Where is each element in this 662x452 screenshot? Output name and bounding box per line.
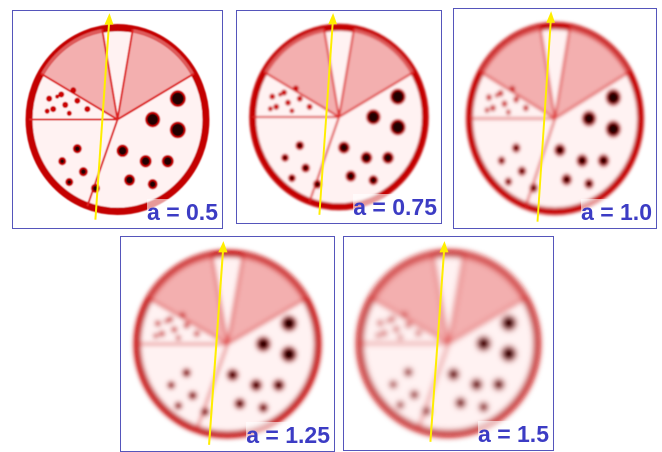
image	[13, 11, 222, 228]
label: a = 1.0	[581, 199, 652, 226]
panel: a = 0.5	[12, 10, 223, 229]
figure: a = 0.5 a = 0.75 a = 1.0 a = 1.25 a = 1.…	[0, 0, 662, 452]
panel: a = 1.0	[453, 8, 657, 229]
image	[344, 237, 553, 450]
image	[121, 237, 334, 451]
label: a = 0.75	[353, 194, 437, 221]
panel: a = 1.5	[343, 236, 554, 451]
label: a = 0.5	[147, 199, 218, 226]
image	[454, 9, 656, 228]
image	[237, 11, 441, 223]
label: a = 1.5	[478, 421, 549, 448]
panel: a = 1.25	[120, 236, 335, 452]
label: a = 1.25	[246, 422, 330, 449]
panel: a = 0.75	[236, 10, 442, 224]
